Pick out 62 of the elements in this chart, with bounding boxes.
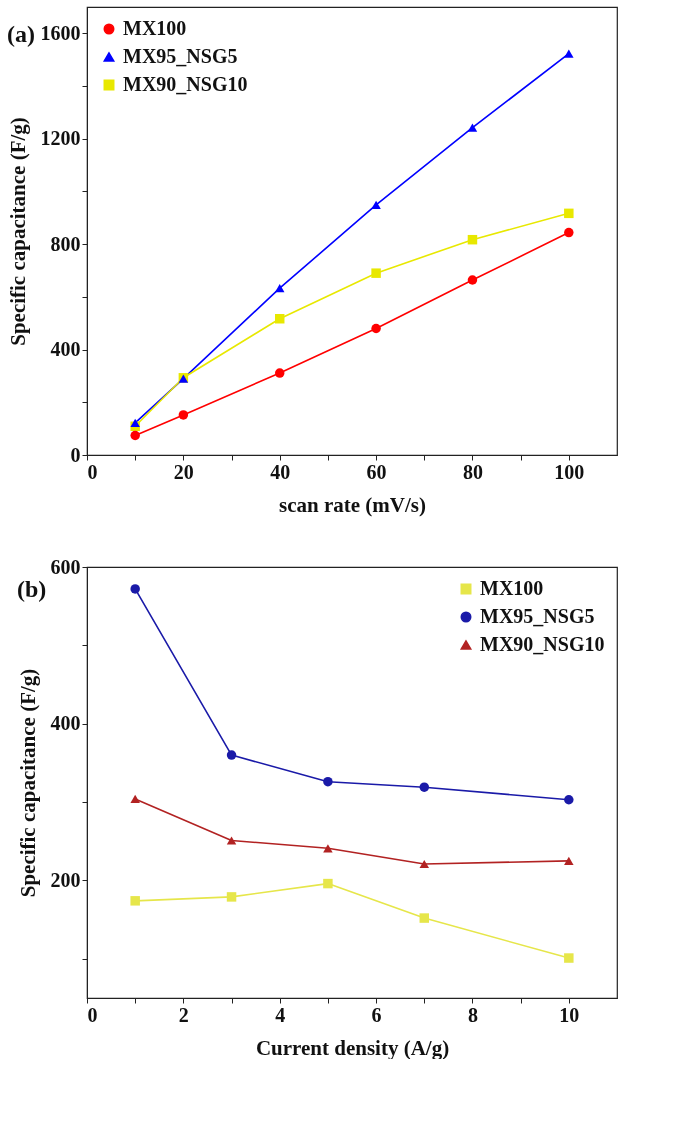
x-tick-label: 2: [178, 1003, 189, 1026]
x-tick-label: 100: [554, 460, 585, 483]
point: [419, 913, 430, 923]
y-tick-label: 400: [50, 712, 81, 735]
y-tick-label: 800: [50, 232, 81, 255]
y-tick-label: 0: [70, 443, 81, 466]
x-axis-title: Current density (A/g): [255, 1035, 450, 1060]
point: [564, 856, 574, 865]
point: [467, 123, 478, 132]
point: [130, 794, 140, 804]
y-axis-title: Specific capacitance (F/g): [15, 668, 40, 898]
point: [323, 776, 333, 787]
legend-label: MX100: [480, 577, 544, 599]
point: [323, 844, 333, 853]
legend-label: MX90_NSG10: [480, 633, 605, 655]
legend-label: MX90_NSG10: [123, 73, 248, 95]
y-axis-title: Specific capacitance (F/g): [5, 117, 30, 346]
point: [371, 323, 381, 334]
point: [178, 410, 189, 420]
point: [323, 878, 333, 889]
point: [226, 750, 237, 760]
x-tick-label: 8: [467, 1003, 478, 1026]
point: [564, 953, 574, 963]
point: [419, 782, 430, 792]
legend-label: MX95_NSG5: [123, 45, 238, 67]
point: [419, 859, 430, 869]
point: [274, 368, 285, 378]
y-tick-label: 1600: [40, 21, 81, 44]
x-tick-label: 60: [366, 460, 387, 483]
legend-label: MX100: [123, 17, 187, 39]
point: [226, 836, 237, 845]
y-tick-label: 600: [50, 555, 81, 578]
legend-label: MX95_NSG5: [480, 605, 595, 627]
point: [130, 584, 140, 594]
point: [564, 208, 574, 219]
point: [467, 275, 478, 285]
x-axis-title: scan rate (mV/s): [279, 492, 426, 517]
point: [130, 896, 140, 906]
point: [130, 418, 140, 427]
x-tick-label: 80: [462, 460, 483, 483]
x-tick-label: 10: [559, 1003, 580, 1026]
point: [564, 49, 574, 58]
point: [274, 284, 285, 293]
point: [274, 314, 285, 324]
x-tick-label: 0: [87, 460, 98, 483]
point: [226, 892, 237, 902]
x-tick-label: 6: [371, 1003, 382, 1026]
y-tick-label: 400: [50, 338, 81, 361]
point: [130, 430, 140, 441]
point: [564, 227, 574, 238]
text: (a): [7, 21, 35, 47]
x-tick-label: 40: [270, 460, 291, 483]
chart-title: (b): [17, 576, 47, 602]
y-tick-label: 200: [50, 868, 81, 891]
point: [467, 234, 478, 245]
y-tick-label: 1200: [40, 127, 81, 150]
x-tick-label: 0: [87, 1003, 98, 1026]
point: [371, 268, 381, 278]
point: [564, 795, 574, 805]
point: [371, 200, 381, 210]
x-tick-label: 20: [173, 460, 194, 483]
x-tick-label: 4: [275, 1003, 286, 1026]
